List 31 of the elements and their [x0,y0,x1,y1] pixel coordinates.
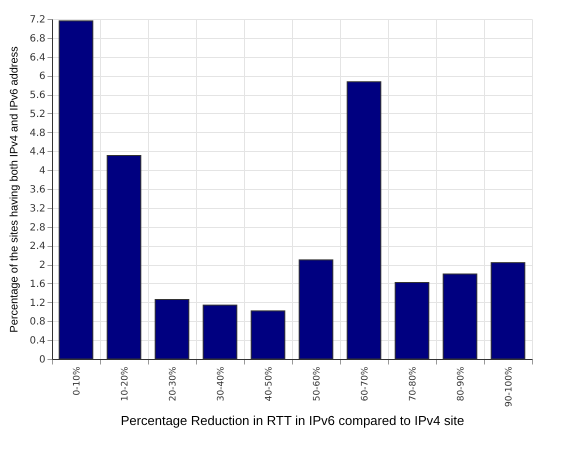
x-tick-label: 90-100% [504,366,514,407]
x-tick-label: 50-60% [312,366,322,402]
x-axis-title: Percentage Reduction in RTT in IPv6 compared to IPv4 site [120,412,464,428]
x-tick-label: 70-80% [408,366,418,402]
y-tick-label: 6.4 [30,52,46,64]
y-tick-label: 0.8 [30,316,46,328]
x-tick-label: 20-30% [168,366,178,402]
y-tick-label: 5.6 [30,90,46,102]
y-tick-label: 3.2 [30,203,46,214]
y-tick-label: 3.6 [30,184,46,196]
x-tick-label: 0-10% [72,366,82,396]
x-tick-label: 60-70% [360,366,370,402]
x-tick-label: 30-40% [216,366,226,402]
y-tick-label: 2.4 [30,241,46,252]
x-tick-label: 80-90% [456,366,466,402]
y-tick-label: 4.8 [30,128,46,139]
y-tick-label: 6 [39,71,46,82]
y-tick-label: 2.8 [30,222,46,234]
y-tick-label: 7.2 [30,14,46,26]
y-tick-label: 5.2 [30,108,46,120]
y-tick-label: 1.2 [30,298,46,309]
y-tick-label: 0.4 [30,336,46,347]
y-tick-label: 4 [39,166,46,177]
y-tick-label: 2 [39,260,46,272]
y-tick-label: 6.8 [30,33,46,44]
x-tick-label: 10-20% [120,366,130,402]
y-axis-title: Percentage of the sites having both IPv4 and IPv6 address [8,46,21,333]
y-tick-label: 4.4 [30,146,46,158]
y-tick-label: 1.6 [30,278,46,290]
x-tick-label: 40-50% [264,366,274,402]
y-tick-label: 0 [39,354,46,366]
